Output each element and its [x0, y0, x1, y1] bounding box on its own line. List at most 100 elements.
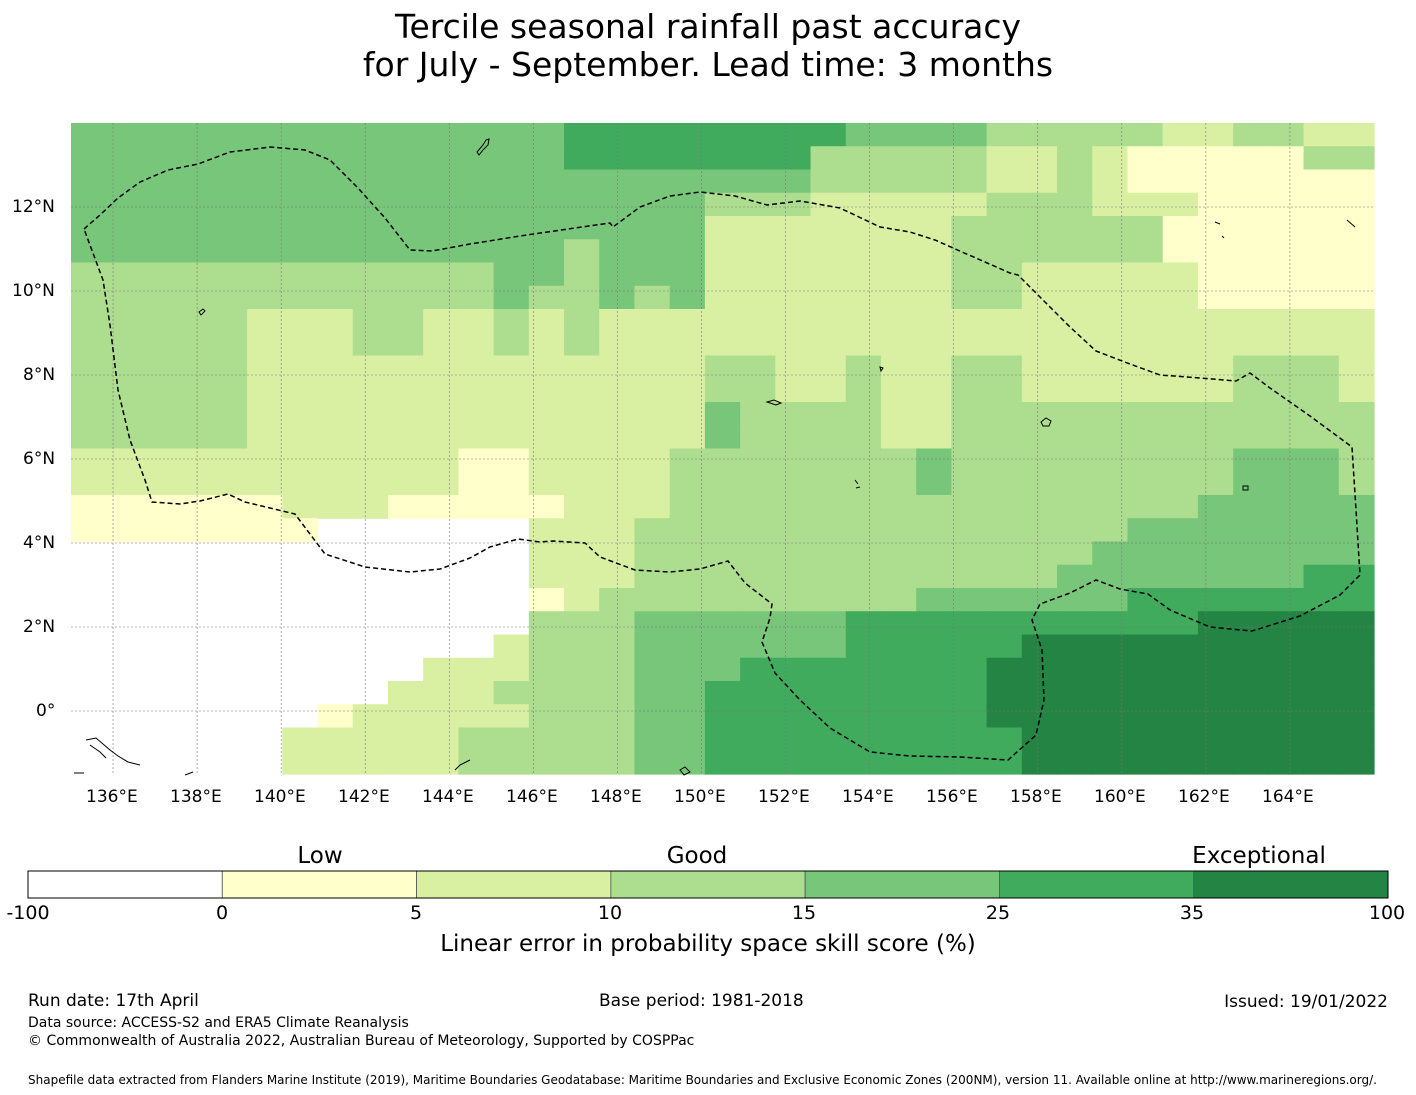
- skill-cell: [880, 262, 917, 287]
- skill-cell: [564, 448, 600, 473]
- skill-cell: [740, 681, 776, 705]
- skill-cell: [247, 239, 283, 264]
- skill-cell: [71, 309, 107, 333]
- skill-cell: [493, 355, 530, 380]
- skill-cell: [986, 471, 1023, 496]
- skill-cell: [1303, 657, 1340, 682]
- skill-cell: [634, 146, 671, 171]
- skill-cell: [1092, 727, 1129, 752]
- skill-cell: [1162, 309, 1199, 333]
- skill-cell: [986, 239, 1023, 264]
- skill-cell: [880, 309, 917, 333]
- skill-cell: [423, 239, 459, 264]
- skill-cell: [1127, 727, 1164, 752]
- skill-cell: [986, 123, 1023, 147]
- skill-cell: [176, 448, 213, 473]
- skill-cell: [493, 634, 530, 659]
- skill-cell: [211, 355, 248, 380]
- skill-cell: [282, 727, 319, 752]
- skill-cell: [951, 262, 988, 287]
- skill-cell: [1057, 332, 1093, 357]
- skill-cell: [141, 518, 178, 543]
- skill-cell: [1021, 239, 1058, 264]
- skill-cell: [810, 169, 847, 194]
- skill-cell: [986, 611, 1023, 636]
- skill-cell: [634, 355, 671, 380]
- skill-cell: [1268, 192, 1305, 217]
- skill-cell: [1021, 192, 1058, 217]
- skill-cell: [775, 425, 812, 450]
- colorbar-segment: [416, 870, 612, 899]
- skill-cell: [141, 169, 178, 194]
- skill-cell: [564, 378, 600, 403]
- skill-cell: [740, 285, 776, 310]
- skill-cell: [599, 541, 636, 566]
- skill-cell: [1197, 402, 1234, 426]
- skill-cell: [704, 169, 741, 194]
- colorbar-segment: [1193, 870, 1389, 899]
- skill-cell: [740, 564, 776, 589]
- skill-cell: [1021, 169, 1058, 194]
- skill-cell: [845, 657, 882, 682]
- skill-cell: [916, 681, 953, 705]
- skill-cell: [458, 750, 495, 775]
- skill-cell: [845, 727, 882, 752]
- skill-cell: [1127, 216, 1164, 240]
- skill-cell: [282, 425, 319, 450]
- lon-tick-label: 154°E: [842, 787, 894, 807]
- skill-cell: [317, 216, 354, 240]
- skill-cell: [1057, 123, 1093, 147]
- skill-cell: [1127, 192, 1164, 217]
- skill-cell: [775, 378, 812, 403]
- skill-cell: [141, 262, 178, 287]
- skill-cell: [916, 425, 953, 450]
- skill-cell: [775, 169, 812, 194]
- skill-cell: [1057, 285, 1093, 310]
- skill-cell: [986, 448, 1023, 473]
- skill-cell: [71, 285, 107, 310]
- skill-cell: [1338, 681, 1375, 705]
- skill-cell: [1197, 169, 1234, 194]
- skill-cell: [810, 216, 847, 240]
- skill-cell: [775, 146, 812, 171]
- skill-cell: [564, 657, 600, 682]
- skill-cell: [634, 216, 671, 240]
- skill-cell: [1338, 564, 1375, 589]
- skill-cell: [634, 239, 671, 264]
- skill-cell: [669, 309, 706, 333]
- skill-cell: [1268, 262, 1305, 287]
- skill-cell: [669, 425, 706, 450]
- skill-cell: [1127, 285, 1164, 310]
- skill-cell: [740, 704, 776, 729]
- skill-cell: [1268, 588, 1305, 612]
- skill-cell: [176, 425, 213, 450]
- skill-cell: [845, 169, 882, 194]
- skill-cell: [1127, 750, 1164, 775]
- skill-cell: [951, 634, 988, 659]
- skill-cell: [951, 378, 988, 403]
- skill-cell: [775, 355, 812, 380]
- skill-cell: [423, 704, 459, 729]
- skill-cell: [1092, 541, 1129, 566]
- skill-cell: [1303, 262, 1340, 287]
- skill-cell: [1233, 332, 1269, 357]
- skill-cell: [317, 192, 354, 217]
- skill-cell: [423, 495, 459, 519]
- skill-cell: [317, 750, 354, 775]
- skill-cell: [493, 332, 530, 357]
- skill-cell: [740, 192, 776, 217]
- skill-cell: [1021, 634, 1058, 659]
- skill-cell: [141, 309, 178, 333]
- skill-cell: [106, 518, 143, 543]
- skill-cell: [775, 192, 812, 217]
- skill-cell: [1268, 611, 1305, 636]
- skill-cell: [704, 657, 741, 682]
- skill-cell: [845, 146, 882, 171]
- skill-cell: [599, 285, 636, 310]
- skill-cell: [564, 146, 600, 171]
- skill-cell: [352, 262, 389, 287]
- skill-cell: [528, 332, 565, 357]
- skill-cell: [810, 495, 847, 519]
- skill-cell: [704, 541, 741, 566]
